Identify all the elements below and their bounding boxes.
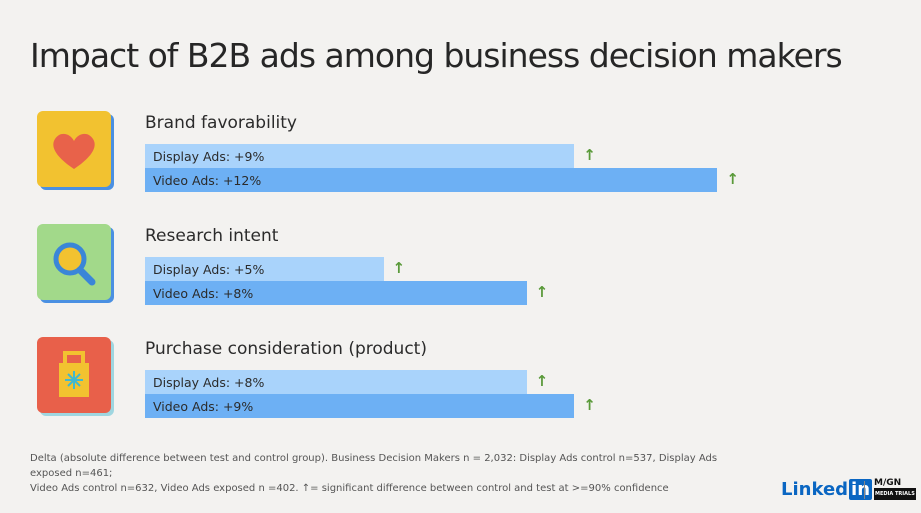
video-ads-bar: Video Ads: +8%	[145, 281, 527, 305]
page-title: Impact of B2B ads among business decisio…	[30, 36, 843, 75]
significance-arrow-icon: ↑	[726, 170, 739, 188]
category-group: Brand favorability Display Ads: +9% ↑ Video…	[0, 111, 921, 221]
category-group: Purchase consideration (product) Display …	[0, 337, 921, 447]
footnote-line: Delta (absolute difference between test …	[30, 453, 718, 479]
category-title: Purchase consideration (product)	[145, 339, 427, 359]
heart-icon	[37, 111, 111, 187]
shopping-bag-icon	[37, 337, 111, 413]
bar-label: Video Ads: +8%	[153, 285, 254, 301]
footnote-line: Video Ads control n=632, Video Ads expos…	[30, 483, 669, 494]
category-title: Research intent	[145, 226, 279, 246]
display-ads-bar: Display Ads: +5%	[145, 257, 384, 281]
significance-arrow-icon: ↑	[392, 259, 406, 277]
footnote: Delta (absolute difference between test …	[30, 451, 750, 496]
bar-label: Display Ads: +8%	[153, 374, 265, 390]
bar-label: Display Ads: +5%	[153, 261, 265, 277]
magnifier-icon	[37, 224, 111, 300]
display-ads-bar: Display Ads: +8%	[145, 370, 527, 394]
video-ads-bar: Video Ads: +12%	[145, 168, 718, 192]
category-group: Research intent Display Ads: +5% ↑ Video Ad…	[0, 224, 921, 334]
linkedin-logo: Linked in	[781, 479, 873, 500]
significance-arrow-icon: ↑	[583, 146, 596, 164]
category-title: Brand favorability	[145, 113, 297, 133]
display-ads-bar: Display Ads: +9%	[145, 144, 575, 168]
linkedin-text: Linked	[781, 479, 849, 500]
significance-arrow-icon: ↑	[583, 396, 596, 414]
video-ads-bar: Video Ads: +9%	[145, 394, 575, 418]
magna-logo: M/GN MEDIA TRIALS	[874, 478, 916, 500]
bar-label: Video Ads: +9%	[153, 398, 254, 414]
logo-divider	[864, 481, 865, 499]
significance-arrow-icon: ↑	[535, 372, 549, 390]
bar-label: Display Ads: +9%	[153, 148, 265, 164]
significance-arrow-icon: ↑	[535, 283, 549, 301]
linkedin-in: in	[849, 479, 873, 500]
bar-label: Video Ads: +12%	[153, 172, 262, 188]
